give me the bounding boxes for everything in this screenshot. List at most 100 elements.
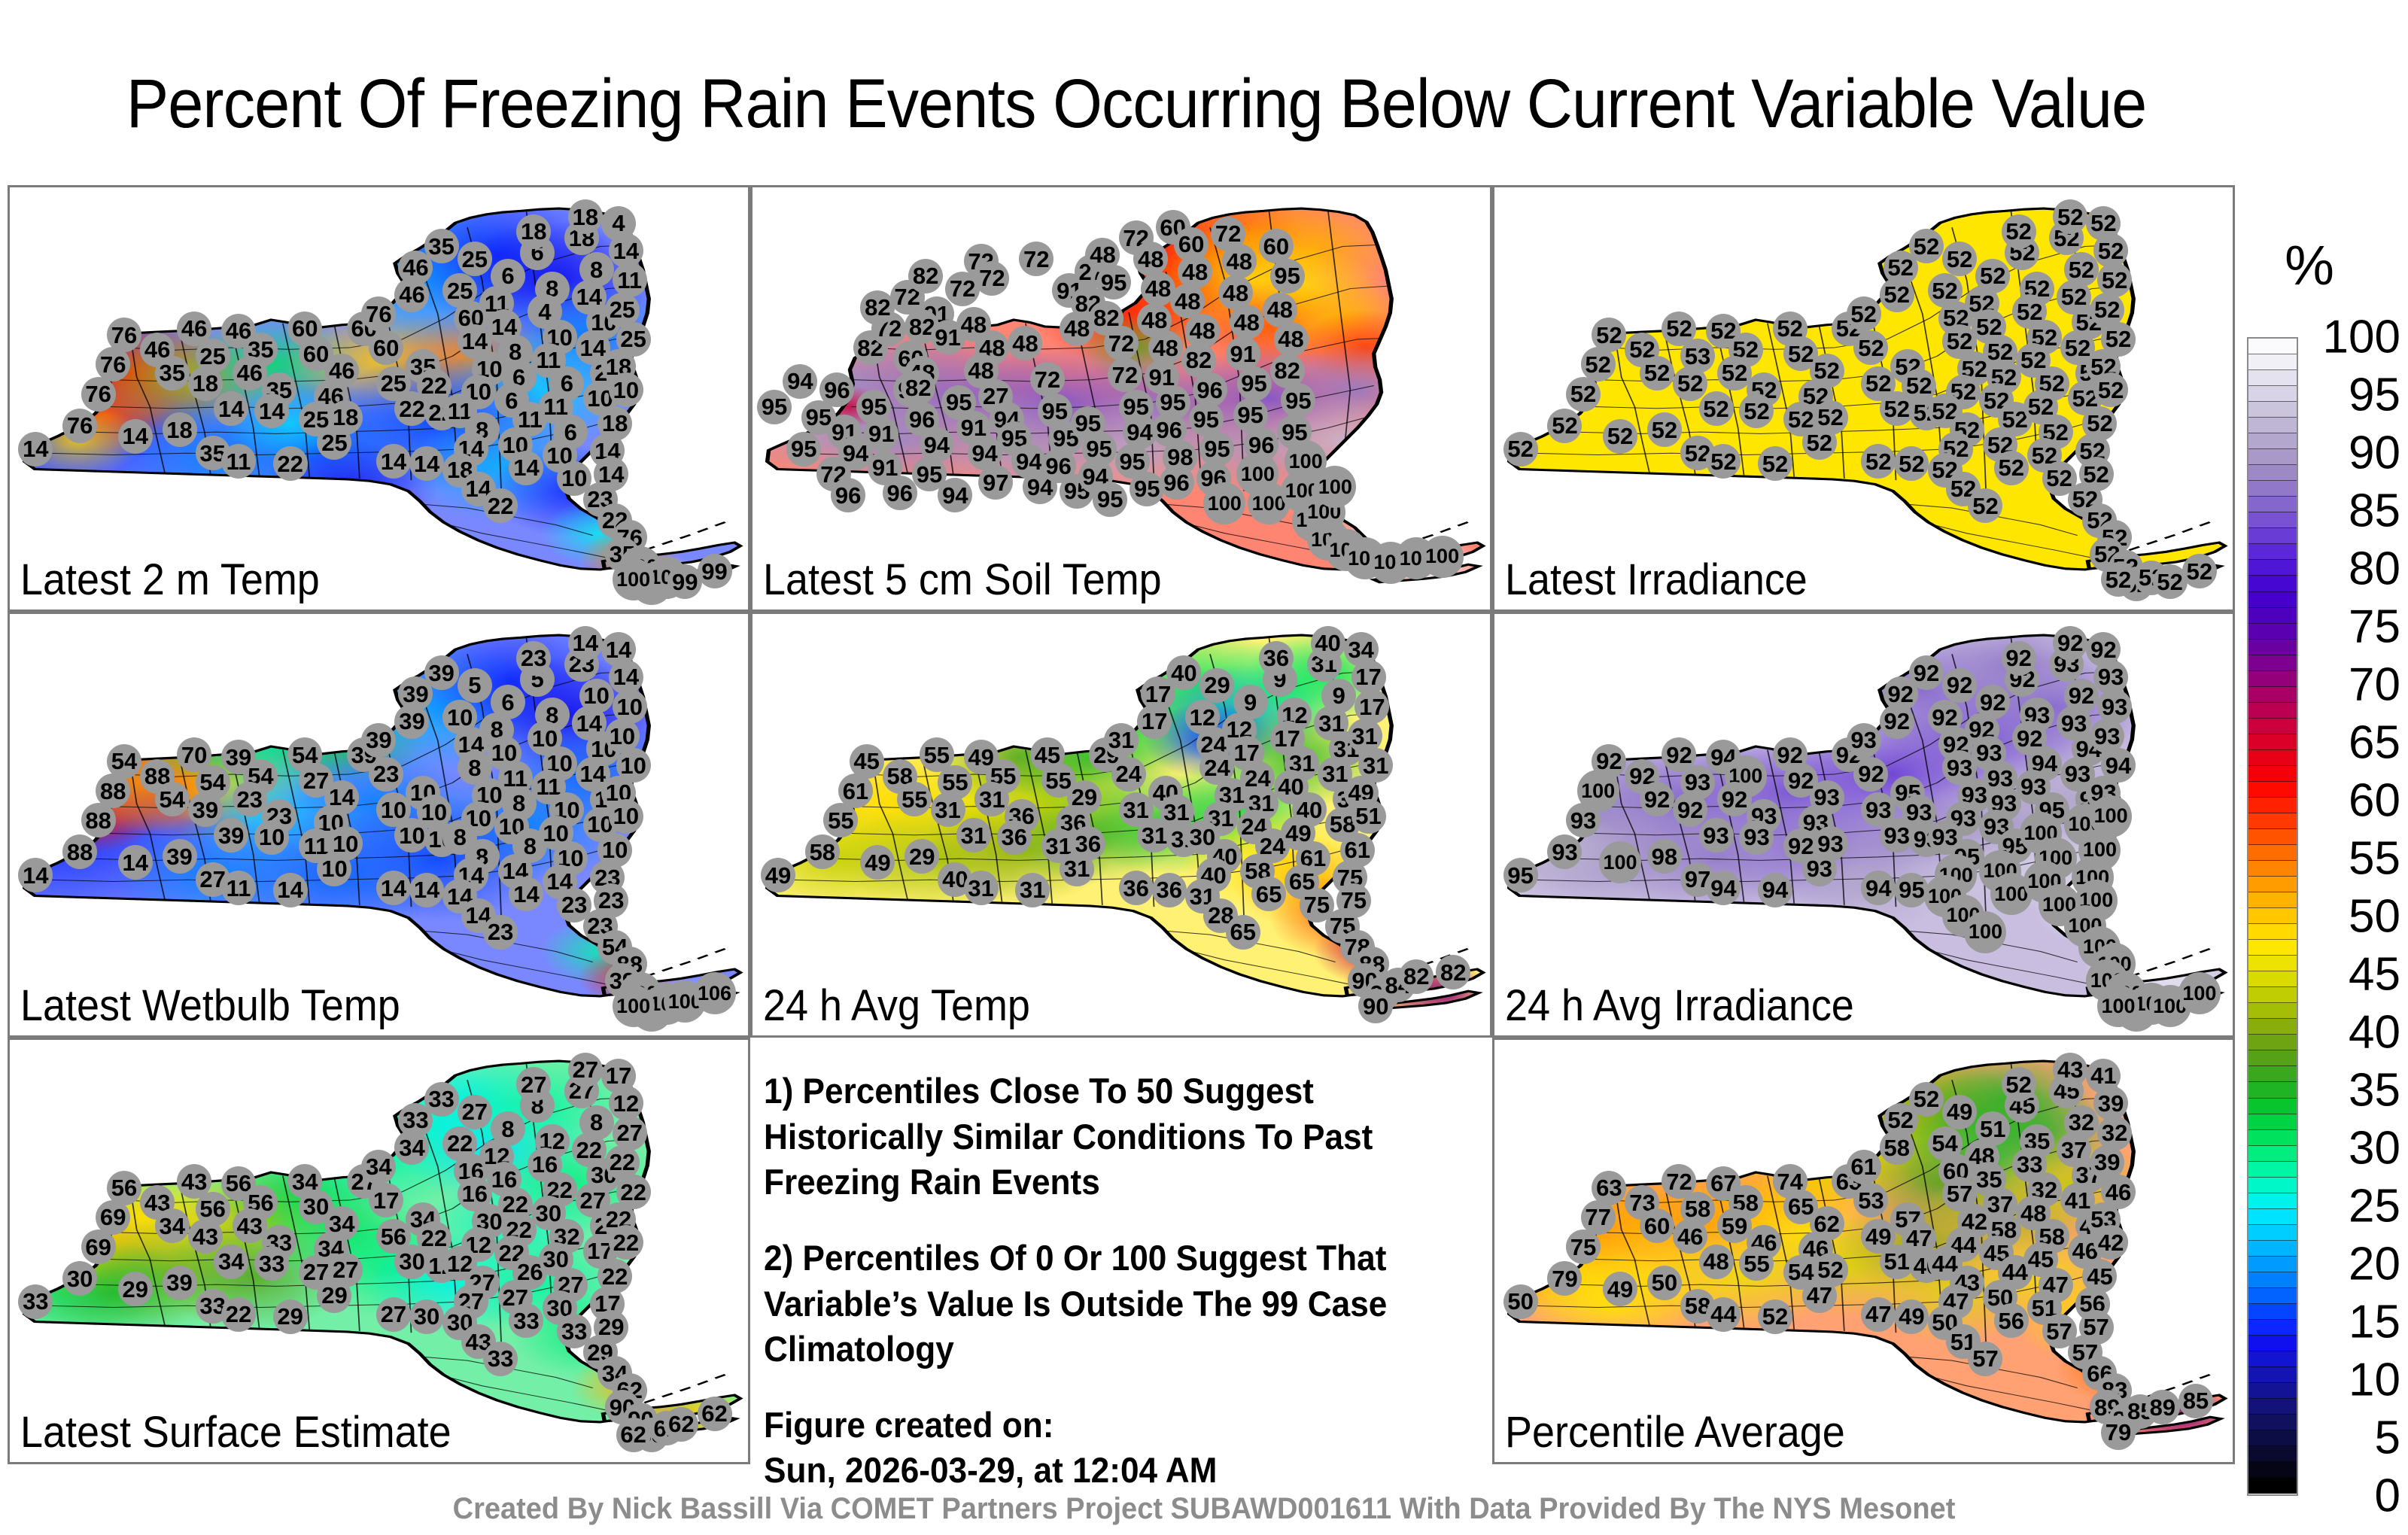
station-marker: 46 (1673, 1219, 1708, 1254)
station-marker: 50 (1927, 1305, 1963, 1340)
colorbar-segment (2248, 1383, 2297, 1400)
station-marker: 47 (1861, 1296, 1896, 1332)
station-marker: 30 (62, 1261, 98, 1296)
colorbar-tick: 0 (2374, 1470, 2400, 1522)
colorbar-tick: 25 (2349, 1180, 2400, 1233)
station-marker: 6 (490, 685, 525, 720)
station-marker: 43 (177, 1164, 212, 1199)
colorbar-segment (2248, 1208, 2297, 1225)
colorbar-segment (2248, 607, 2297, 624)
station-marker: 49 (1942, 1094, 1978, 1129)
station-marker: 52 (1739, 394, 1774, 429)
station-marker: 34 (287, 1164, 323, 1199)
station-marker: 55 (897, 782, 932, 817)
station-marker: 53 (1853, 1183, 1889, 1218)
station-marker: 36 (1151, 872, 1187, 907)
station-marker: 99 (697, 554, 732, 589)
station-marker: 76 (96, 347, 131, 382)
colorbar-segment (2248, 940, 2297, 956)
station-marker: 100 (1964, 910, 2007, 953)
station-marker: 17 (1354, 689, 1390, 724)
station-marker: 52 (1883, 250, 1918, 285)
station-marker: 93 (1739, 819, 1774, 855)
station-marker: 14 (375, 444, 411, 479)
station-marker: 52 (1640, 355, 1675, 391)
colorbar-segment (2248, 765, 2297, 782)
map-panel-latest-5cm-soil-temp[interactable]: 9594959596919472969591919694969495949591… (749, 185, 1493, 612)
map-panel-latest-2m-temp[interactable]: 14 76 76 76 76 46 35 46 25 18 14 18 35 11 14 46 35 46 35 14… (8, 185, 750, 612)
station-marker: 33 (424, 1081, 459, 1117)
station-marker: 33 (509, 1303, 544, 1339)
station-marker: 91 (1144, 360, 1179, 395)
station-marker: 43 (140, 1185, 175, 1220)
station-marker: 100 (2096, 985, 2139, 1028)
station-marker: 43 (232, 1208, 267, 1244)
station-marker: 52 (1646, 412, 1682, 448)
colorbar-segment (2248, 828, 2297, 845)
station-marker: 48 (1008, 326, 1043, 361)
station-marker: 22 (604, 1144, 640, 1180)
map-panel-latest-wetbulb-temp[interactable]: 14 88 88 88 54 88 54 70 54 39 14 39 27 11 39 39 54 23 23 10… (8, 611, 750, 1038)
station-marker: 93 (1946, 801, 1981, 836)
station-marker: 33 (2012, 1147, 2048, 1182)
station-marker: 52 (2152, 564, 2188, 600)
station-marker: 8 (512, 828, 548, 864)
station-marker: 88 (62, 834, 98, 870)
station-marker: 76 (107, 318, 141, 353)
station-marker: 48 (1085, 237, 1120, 272)
station-marker: 24 (1111, 756, 1146, 792)
station-marker: 18 (516, 214, 552, 249)
colorbar-tick: 70 (2349, 658, 2400, 711)
station-marker: 95 (1037, 394, 1072, 429)
colorbar-tick: 20 (2349, 1238, 2400, 1290)
map-panel-latest-surface-estimate[interactable]: 33 30 69 69 56 43 34 43 56 43 29 39 33 22 34 56 56 43 33 33… (8, 1038, 750, 1464)
station-marker: 52 (2097, 263, 2133, 298)
station-marker: 52 (1909, 1081, 1944, 1117)
station-marker: 52 (1698, 391, 1734, 427)
colorbar-segment (2248, 655, 2297, 671)
station-marker: 88 (96, 774, 131, 809)
colorbar-segment (2248, 449, 2297, 466)
station-marker: 52 (1783, 336, 1819, 372)
station-marker: 14 (497, 853, 533, 889)
station-marker: 95 (786, 431, 822, 467)
station-marker: 23 (516, 640, 552, 676)
station-marker: 18 (567, 199, 603, 235)
station-marker: 31 (963, 871, 999, 906)
station-marker: 93 (1698, 818, 1734, 853)
map-panel-24h-avg-irradiance[interactable]: 95 93 93 100 92 92 92 92 93 92 100 98 97 94 93 94 100 92 9… (1492, 611, 2235, 1038)
map-panel-percentile-average[interactable]: 50 79 75 77 63 73 60 72 58 46 49 50 58 44 48 67 58 59 46 55… (1492, 1038, 2235, 1464)
station-marker: 9 (1233, 685, 1268, 720)
station-marker: 52 (1580, 347, 1616, 382)
station-marker: 95 (1281, 383, 1316, 418)
station-marker: 95 (757, 389, 792, 424)
station-marker: 31 (974, 782, 1010, 817)
station-marker: 16 (527, 1147, 562, 1182)
notes-block: 1) Percentiles Close To 50 Suggest Histo… (764, 1068, 1415, 1494)
station-marker: 92 (1853, 756, 1889, 792)
station-marker: 48 (1229, 305, 1264, 340)
colorbar-segment (2248, 686, 2297, 703)
station-marker: 34 (214, 1244, 249, 1279)
colorbar-segment (2248, 1415, 2297, 1431)
map-panel-24h-avg-temp[interactable]: 49 58 55 61 45 58 55 55 55 31 49 29 40 31 31 49 55 31 36 36… (749, 611, 1493, 1038)
station-marker: 52 (1547, 408, 1583, 443)
map-panel-latest-irradiance[interactable]: 52 52 52 52 52 52 52 52 53 52 52 52 52 52 52 52 52 52 52 52… (1492, 185, 2235, 612)
station-marker: 96 (1192, 372, 1227, 408)
station-marker: 94 (1861, 871, 1896, 906)
station-marker: 22 (221, 1296, 256, 1332)
colorbar-segment (2248, 1129, 2297, 1146)
station-marker: 27 (298, 763, 333, 798)
station-marker: 92 (1942, 667, 1978, 703)
colorbar-segment (2248, 1177, 2297, 1193)
station-marker: 69 (81, 1230, 116, 1265)
station-marker: 52 (1861, 366, 1896, 401)
station-marker: 48 (1273, 321, 1309, 357)
station-marker: 31 (1015, 872, 1050, 907)
colorbar: % 100 95 90 85 80 75 70 65 60 55 50 45 40 35 30 25 20 15 1… (2242, 226, 2408, 1522)
station-marker: 52 (2100, 562, 2136, 597)
station-marker: 52 (2057, 279, 2092, 315)
colorbar-segment (2248, 512, 2297, 529)
station-marker: 14 (375, 871, 411, 906)
station-marker: 29 (272, 1299, 308, 1334)
